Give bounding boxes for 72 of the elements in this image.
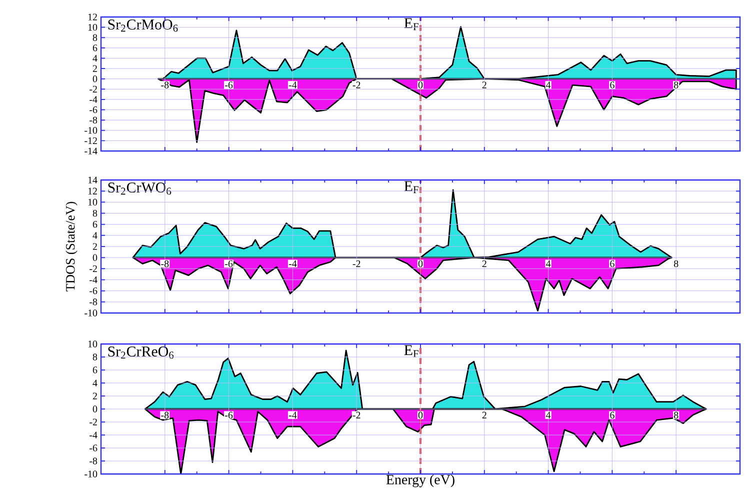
y-tick-label: -14 [84, 148, 98, 154]
y-tick-label: 10 [88, 340, 98, 348]
x-tick-label: 2 [482, 82, 486, 88]
y-tick-label: 14 [88, 176, 98, 184]
y-tick-label: 12 [88, 188, 97, 194]
chart-title: Sr$_{2}$CrMoO$_{6}$ [108, 20, 178, 32]
x-tick-label: 8 [674, 82, 678, 88]
ref-line-label: E$_{F}$ [404, 18, 418, 30]
x-tick-label: -8 [161, 412, 169, 419]
y-tick-label: 2 [92, 243, 97, 250]
y-tick-label: -2 [90, 265, 97, 272]
y-tick-label: -6 [90, 287, 98, 294]
x-tick-label: -6 [225, 260, 233, 268]
chart-title: Sr$_{2}$CrReO$_{6}$ [108, 346, 174, 359]
x-tick-label: 6 [610, 412, 614, 418]
y-tick-label: 8 [92, 354, 98, 360]
x-tick-label: 8 [674, 260, 678, 268]
x-tick-label: 4 [546, 82, 551, 88]
x-tick-label: 0 [418, 412, 423, 419]
y-tick-label: 6 [92, 44, 98, 52]
x-tick-label: 0 [418, 260, 423, 268]
chart-title: Sr$_{2}$CrWO$_{6}$ [108, 182, 172, 195]
y-tick-label: -2 [90, 418, 97, 426]
y-tick-label: 8 [92, 34, 98, 41]
y-axis-title: TDOS (State/eV) [66, 202, 78, 292]
y-tick-label: 4 [92, 380, 98, 386]
y-tick-label: -4 [90, 432, 98, 438]
y-tick-label: -8 [90, 116, 98, 124]
y-tick-label: 6 [92, 366, 98, 374]
x-tick-label: 8 [674, 412, 678, 419]
y-tick-label: 2 [92, 65, 97, 72]
y-tick-label: 8 [92, 210, 98, 217]
y-tick-label: -10 [84, 470, 98, 478]
x-tick-label: 2 [482, 260, 486, 267]
x-tick-label: -8 [161, 82, 169, 88]
x-tick-label: 6 [610, 260, 614, 268]
x-tick-label: 2 [482, 412, 486, 418]
ref-line-label: E$_{F}$ [404, 181, 418, 194]
x-tick-label: -4 [288, 412, 297, 418]
x-tick-label: 6 [610, 82, 614, 88]
y-tick-label: 0 [92, 254, 98, 261]
y-tick-label: 4 [92, 54, 98, 62]
x-tick-label: -4 [288, 260, 297, 267]
ref-line-label: E$_{F}$ [404, 345, 418, 358]
y-tick-label: -10 [84, 127, 98, 134]
x-tick-label: -4 [288, 82, 297, 88]
x-tick-label: 0 [418, 82, 423, 88]
y-tick-label: 12 [88, 14, 97, 20]
y-tick-label: -8 [90, 298, 98, 306]
x-axis-title: Energy (eV) [386, 474, 454, 488]
y-tick-label: -4 [90, 276, 98, 284]
y-tick-label: -4 [90, 96, 98, 103]
y-tick-label: 10 [88, 24, 98, 31]
x-tick-label: -2 [352, 82, 360, 88]
x-tick-label: -2 [352, 412, 360, 418]
y-tick-label: 0 [92, 406, 98, 412]
y-tick-label: -6 [90, 106, 98, 114]
y-tick-label: 10 [88, 198, 98, 206]
x-tick-label: 4 [546, 412, 551, 418]
x-tick-label: -8 [161, 260, 169, 268]
y-tick-label: -6 [90, 444, 98, 452]
y-tick-label: -12 [84, 137, 97, 144]
y-tick-label: 4 [92, 232, 98, 239]
x-tick-label: -6 [225, 412, 233, 418]
y-tick-label: 0 [92, 75, 98, 82]
y-tick-label: -10 [84, 310, 98, 316]
y-tick-label: -8 [90, 458, 98, 464]
y-tick-label: 2 [92, 392, 97, 400]
x-tick-label: -2 [352, 260, 360, 267]
x-tick-label: 4 [546, 260, 551, 267]
x-tick-label: -6 [225, 82, 233, 88]
y-tick-label: 6 [92, 220, 98, 228]
